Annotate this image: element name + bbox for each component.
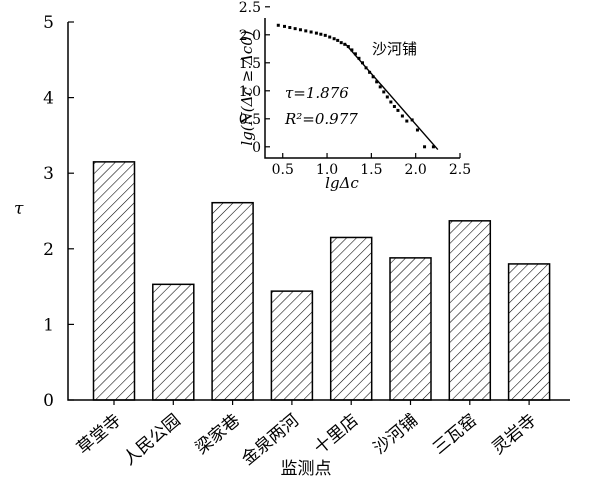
- inset-point: [423, 145, 427, 149]
- bar: [92, 161, 136, 401]
- inset-y-tick-label: 1.0: [239, 84, 261, 100]
- inset-y-tick-label: 0: [252, 140, 261, 156]
- bar: [507, 263, 551, 401]
- y-tick-label: 0: [43, 391, 54, 411]
- x-tick-label: 沙河铺: [370, 411, 422, 459]
- inset-point: [389, 100, 393, 104]
- inset-y-tick-label: 1.5: [239, 56, 261, 72]
- bar: [211, 201, 254, 401]
- y-tick-label: 4: [43, 89, 54, 109]
- inset-point: [378, 85, 382, 89]
- inset-point: [353, 52, 357, 56]
- inset-x-tick-label: 1.0: [316, 162, 338, 178]
- inset-x-tick-label: 0.5: [272, 162, 294, 178]
- inset-point: [323, 33, 327, 37]
- inset-x-tick-label: 1.5: [360, 162, 382, 178]
- inset-point: [396, 108, 400, 112]
- inset-point: [431, 145, 435, 149]
- bars-group: [92, 161, 551, 401]
- x-tick-label: 三瓦窑: [429, 411, 481, 459]
- inset-x-tick-label: 2.5: [449, 162, 471, 178]
- inset-y-tick-label: 2.0: [239, 28, 261, 44]
- bar: [270, 290, 314, 401]
- inset-x-title: lgΔc: [325, 174, 359, 192]
- x-tick-label: 梁家巷: [192, 411, 244, 459]
- inset-point: [283, 24, 286, 28]
- y-tick-label: 1: [43, 315, 54, 335]
- x-tick-label: 灵岩寺: [488, 411, 540, 459]
- y-tick-label: 2: [43, 240, 54, 260]
- inset-point: [415, 128, 419, 132]
- inset-point: [288, 26, 292, 30]
- bar: [329, 236, 373, 401]
- inset-scatter-chart: 0 0.5 1.0 1.5 2.0 2.5 0.5 1.0 1.5 2.0 2.5 沙河铺 τ=1…: [238, 0, 471, 192]
- inset-point: [304, 29, 308, 33]
- inset-points-group: [276, 23, 435, 149]
- inset-y-ticks-group: 0 0.5 1.0 1.5 2.0 2.5: [239, 0, 270, 156]
- inset-point: [276, 23, 280, 27]
- bar: [389, 257, 432, 401]
- inset-y-title: lg(N(Δc ≥ Δc0): [238, 30, 256, 145]
- inset-point: [328, 35, 332, 39]
- inset-annotation-tau: τ=1.876: [285, 84, 349, 102]
- inset-point: [371, 75, 375, 79]
- inset-background: [239, 14, 463, 184]
- inset-y-tick-label: 0.5: [239, 112, 261, 128]
- inset-point: [357, 56, 361, 60]
- inset-axes: [264, 18, 460, 159]
- inset-fit-line: [344, 42, 439, 151]
- inset-point: [339, 41, 343, 45]
- inset-point: [298, 28, 302, 32]
- inset-x-ticks-group: 0.5 1.0 1.5 2.0 2.5: [272, 153, 471, 178]
- inset-x-tick-label: 2.0: [405, 162, 427, 178]
- bar: [448, 220, 492, 401]
- y-tick-label: 5: [43, 13, 54, 33]
- inset-point: [343, 42, 347, 46]
- y-ticks-group: 0 1 2 3 4 5: [43, 13, 74, 411]
- inset-point: [400, 114, 404, 118]
- inset-point: [314, 31, 318, 35]
- inset-annotation-r2: R²=0.977: [284, 110, 358, 128]
- inset-title: 沙河铺: [372, 40, 417, 58]
- y-axis-title: τ: [14, 199, 24, 219]
- y-tick-label: 3: [43, 164, 54, 184]
- x-tick-label: 人民公园: [120, 411, 185, 470]
- inset-point: [332, 37, 336, 41]
- inset-point: [319, 32, 323, 36]
- x-axis-title: 监测点: [281, 459, 332, 479]
- inset-point: [309, 30, 313, 34]
- inset-point: [336, 38, 340, 42]
- inset-point: [392, 104, 396, 108]
- inset-point: [382, 90, 386, 94]
- inset-point: [405, 119, 409, 123]
- bar: [152, 283, 195, 401]
- inset-point: [385, 95, 389, 99]
- inset-point: [350, 48, 354, 52]
- inset-point: [375, 80, 379, 84]
- inset-point: [293, 27, 297, 31]
- x-tick-label: 十里店: [310, 411, 362, 459]
- x-tick-label: 草堂寺: [73, 411, 125, 459]
- inset-y-tick-label: 2.5: [239, 0, 261, 16]
